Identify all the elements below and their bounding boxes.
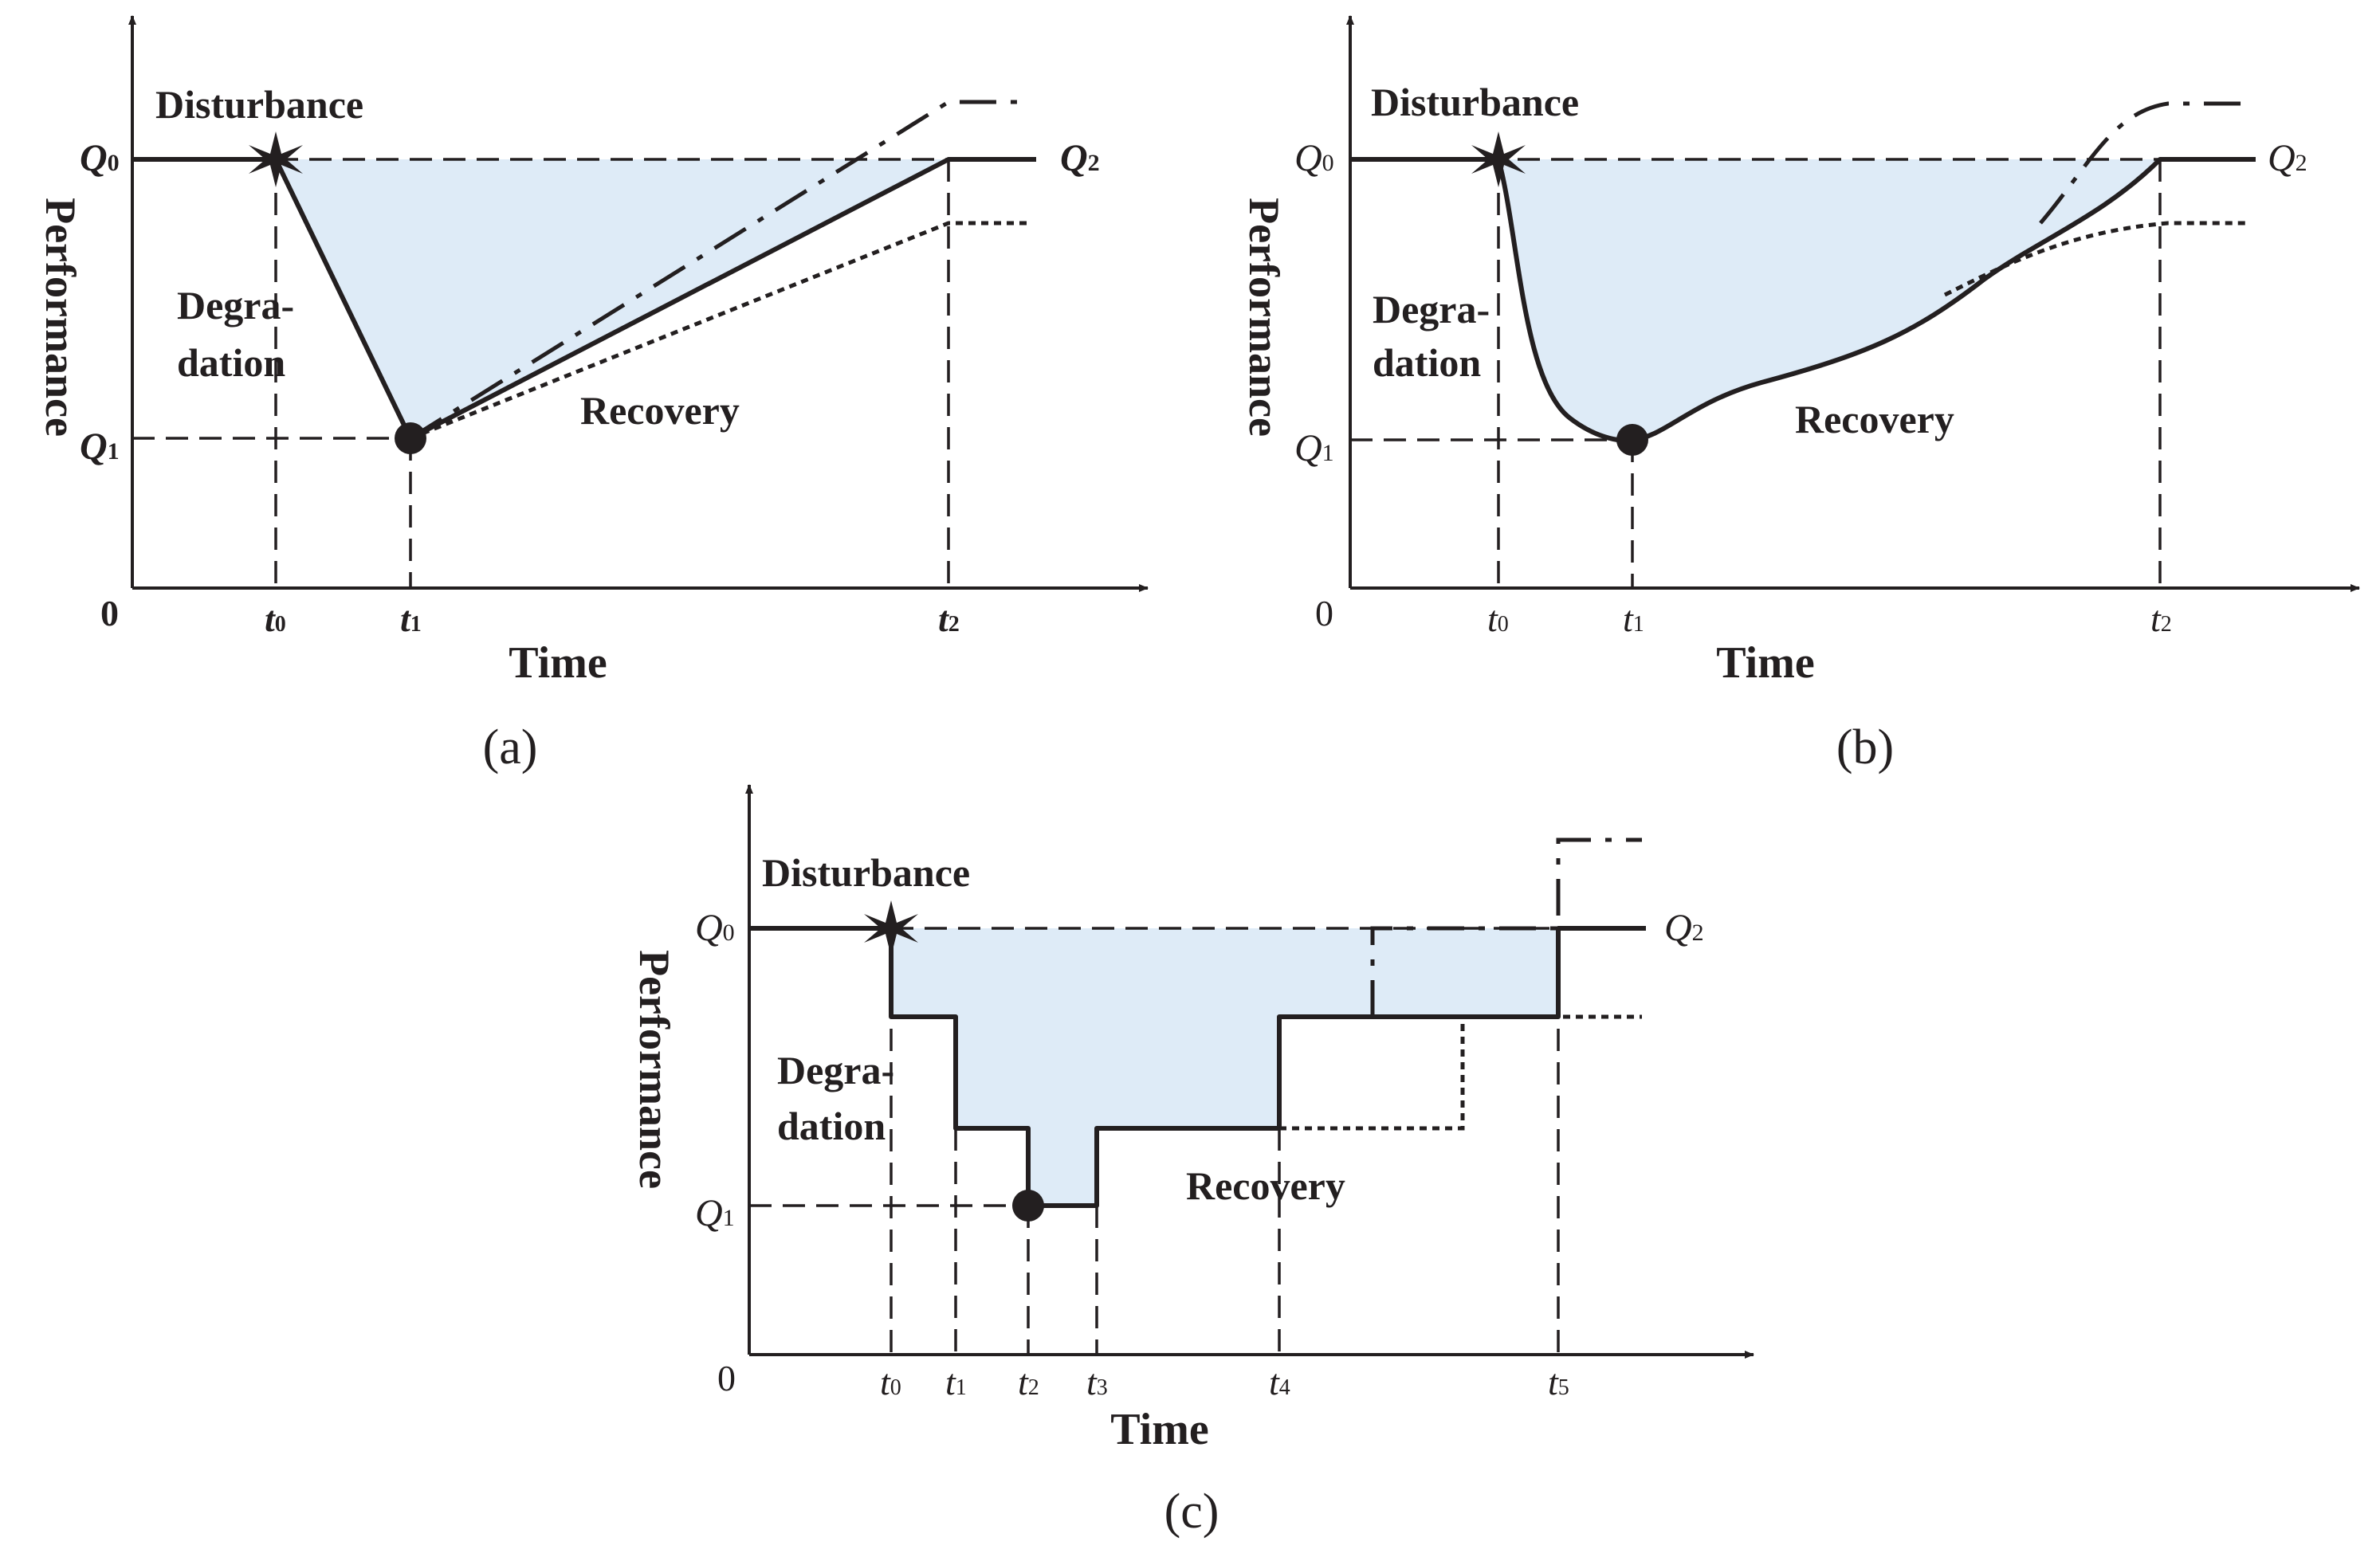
q0-label: Q0 xyxy=(1294,137,1334,179)
t1-label: t1 xyxy=(400,598,422,639)
t4-label: t4 xyxy=(1269,1362,1290,1402)
panel-a-caption: (a) xyxy=(483,720,538,775)
t2-label: t2 xyxy=(1018,1362,1039,1402)
q1-label: Q1 xyxy=(80,426,120,468)
panel-c: Disturbance Degra- dation Recovery Perfo… xyxy=(630,784,1754,1539)
q1-label: Q1 xyxy=(695,1192,735,1234)
degradation-label-line2: dation xyxy=(1373,340,1481,385)
resilience-loss-area xyxy=(1498,159,2160,441)
recovery-label: Recovery xyxy=(580,388,740,433)
panel-a: Disturbance Degra- dation Recovery Perfo… xyxy=(37,15,1149,775)
q0-label: Q0 xyxy=(80,137,120,179)
t3-label: t3 xyxy=(1086,1362,1108,1402)
degradation-label-line1: Degra- xyxy=(777,1048,894,1092)
partial-recovery-curve xyxy=(410,221,1028,441)
q0-label: Q0 xyxy=(695,907,735,949)
degradation-label-line2: dation xyxy=(177,340,285,385)
y-axis-title: Performance xyxy=(630,950,678,1189)
performance-curve xyxy=(749,926,1646,1208)
panel-c-caption: (c) xyxy=(1164,1485,1219,1539)
minimum-point xyxy=(1616,424,1648,456)
panel-b-caption: (b) xyxy=(1836,720,1894,775)
x-axis-title: Time xyxy=(509,638,607,688)
t1-label: t1 xyxy=(1623,598,1644,639)
t2-label: t2 xyxy=(938,598,960,639)
degradation-label-line1: Degra- xyxy=(1373,287,1490,331)
t1-label: t1 xyxy=(945,1362,967,1402)
q1-label: Q1 xyxy=(1294,427,1334,469)
minimum-point xyxy=(1012,1190,1044,1222)
disturbance-star-icon xyxy=(864,900,918,956)
disturbance-label: Disturbance xyxy=(155,82,363,127)
t0-label: t0 xyxy=(1487,598,1509,639)
y-axis-title: Performance xyxy=(1240,198,1288,437)
t5-label: t5 xyxy=(1548,1362,1569,1402)
improved-recovery-curve xyxy=(1370,837,1642,1017)
performance-curve xyxy=(1350,157,2256,443)
x-axis-title: Time xyxy=(1716,638,1814,688)
panel-b: Disturbance Degra- dation Recovery Perfo… xyxy=(1240,15,2360,775)
minimum-point xyxy=(395,422,426,454)
resilience-loss-area xyxy=(276,159,948,438)
disturbance-star-icon xyxy=(249,131,303,187)
t0-label: t0 xyxy=(880,1362,901,1402)
t2-label: t2 xyxy=(2150,598,2172,639)
y-axis-title: Performance xyxy=(37,198,84,437)
recovery-label: Recovery xyxy=(1795,397,1954,441)
degradation-label-line1: Degra- xyxy=(177,283,294,327)
q2-label: Q2 xyxy=(1060,137,1100,179)
partial-recovery-curve xyxy=(1279,1014,1642,1131)
resilience-loss-area xyxy=(891,928,1558,1206)
disturbance-label: Disturbance xyxy=(1371,80,1579,124)
recovery-label: Recovery xyxy=(1186,1163,1345,1208)
q2-label: Q2 xyxy=(1664,907,1704,949)
improved-recovery-curve xyxy=(2039,101,2248,225)
x-axis-title: Time xyxy=(1110,1405,1208,1454)
partial-recovery-curve xyxy=(1943,221,2248,297)
disturbance-star-icon xyxy=(1471,131,1526,187)
origin-label: 0 xyxy=(1315,593,1333,633)
degradation-label-line2: dation xyxy=(777,1104,886,1148)
t0-label: t0 xyxy=(265,598,286,639)
origin-label: 0 xyxy=(717,1358,736,1398)
origin-label: 0 xyxy=(100,593,119,633)
q2-label: Q2 xyxy=(2268,137,2307,179)
disturbance-label: Disturbance xyxy=(762,850,970,895)
